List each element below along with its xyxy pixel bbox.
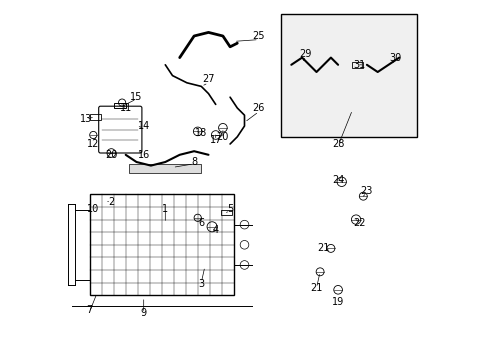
Text: 7: 7 <box>86 305 93 315</box>
Bar <box>89 194 233 295</box>
Text: 14: 14 <box>137 121 149 131</box>
Bar <box>114 103 126 108</box>
Bar <box>89 114 101 120</box>
Text: 15: 15 <box>130 92 142 102</box>
Text: 28: 28 <box>331 139 344 149</box>
Text: 20: 20 <box>216 132 228 142</box>
Text: 6: 6 <box>198 218 204 228</box>
Text: 17: 17 <box>209 135 222 145</box>
Text: 4: 4 <box>212 225 218 235</box>
Text: 12: 12 <box>87 139 99 149</box>
Bar <box>280 14 416 137</box>
Text: 18: 18 <box>195 128 207 138</box>
Text: 29: 29 <box>299 49 311 59</box>
Text: 11: 11 <box>120 103 132 113</box>
Text: 13: 13 <box>80 114 92 124</box>
Text: 16: 16 <box>137 150 149 160</box>
Text: 9: 9 <box>141 308 146 318</box>
Text: 8: 8 <box>191 157 197 167</box>
Text: 1: 1 <box>162 204 168 214</box>
Text: 23: 23 <box>360 186 372 196</box>
Text: 2: 2 <box>108 197 114 207</box>
Bar <box>221 210 231 215</box>
Bar <box>352 62 363 68</box>
Text: 10: 10 <box>87 204 99 214</box>
Text: 19: 19 <box>331 297 344 307</box>
Text: 3: 3 <box>198 279 204 289</box>
Text: 24: 24 <box>331 175 344 185</box>
Text: 21: 21 <box>317 243 329 253</box>
Text: 26: 26 <box>252 103 264 113</box>
Text: 30: 30 <box>389 53 401 63</box>
Text: 27: 27 <box>202 74 214 84</box>
Text: 25: 25 <box>252 31 264 41</box>
Text: 22: 22 <box>353 218 365 228</box>
Bar <box>129 164 201 173</box>
Text: 31: 31 <box>353 60 365 70</box>
Text: 5: 5 <box>226 204 233 214</box>
Text: 21: 21 <box>310 283 322 293</box>
Text: 20: 20 <box>105 150 117 160</box>
